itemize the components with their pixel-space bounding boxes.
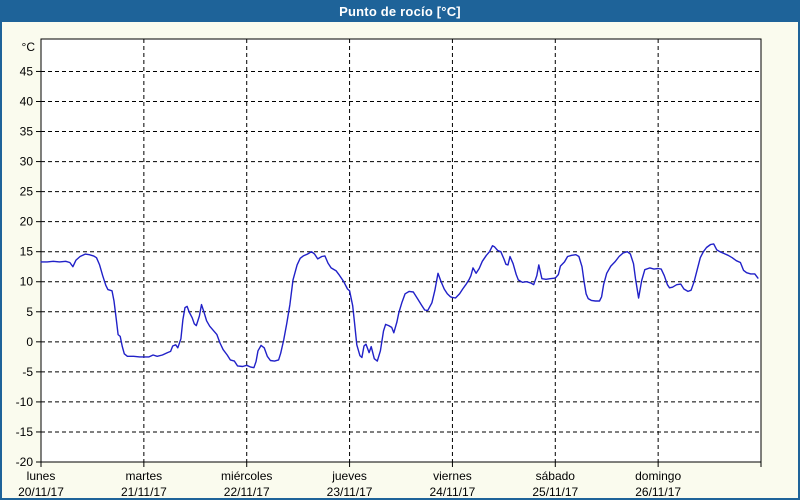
plot-border [40, 38, 762, 463]
y-tick-label: -15 [16, 425, 34, 439]
y-tick-label: -10 [16, 395, 34, 409]
x-day-label: domingo [635, 469, 681, 483]
x-day-label: lunes [27, 469, 56, 483]
x-date-label: 20/11/17 [18, 485, 64, 498]
x-date-label: 26/11/17 [635, 485, 681, 498]
x-date-label: 23/11/17 [327, 485, 373, 498]
y-tick-label: 10 [20, 275, 34, 289]
y-tick-label: 0 [26, 335, 33, 349]
x-date-label: 24/11/17 [430, 485, 476, 498]
dew-point-chart: 45 40 35 30 25 20 15 10 5 0 -5 -10 -15 -20 °C lunes 20/1… [16, 38, 762, 498]
x-day-label: sábado [536, 469, 576, 483]
y-tick-label: 35 [20, 125, 34, 139]
y-tick-label: 20 [20, 215, 34, 229]
dew-point-line [40, 243, 759, 369]
x-day-label: jueves [331, 469, 367, 483]
y-tick-label: 30 [20, 155, 34, 169]
y-tick-label: -20 [16, 455, 34, 469]
x-day-label: viernes [433, 469, 472, 483]
x-day-label: martes [126, 469, 163, 483]
chart-title: Punto de rocío [°C] [339, 4, 461, 19]
x-date-label: 21/11/17 [121, 485, 167, 498]
plot-background [41, 39, 761, 462]
x-date-label: 22/11/17 [224, 485, 270, 498]
y-tick-label: 15 [20, 245, 34, 259]
y-tick-label: 40 [20, 94, 34, 108]
y-tick-label: 25 [20, 185, 34, 199]
chart-title-bar: Punto de rocío [°C] [2, 2, 798, 22]
y-tick-label: 45 [20, 64, 34, 78]
x-date-label: 25/11/17 [532, 485, 578, 498]
y-tick-label: 5 [26, 305, 33, 319]
y-axis-unit-label: °C [22, 40, 36, 54]
y-tick-label: -5 [22, 365, 33, 379]
x-day-label: miércoles [221, 469, 272, 483]
chart-area: 45 40 35 30 25 20 15 10 5 0 -5 -10 -15 -20 °C lunes 20/1… [2, 22, 798, 498]
